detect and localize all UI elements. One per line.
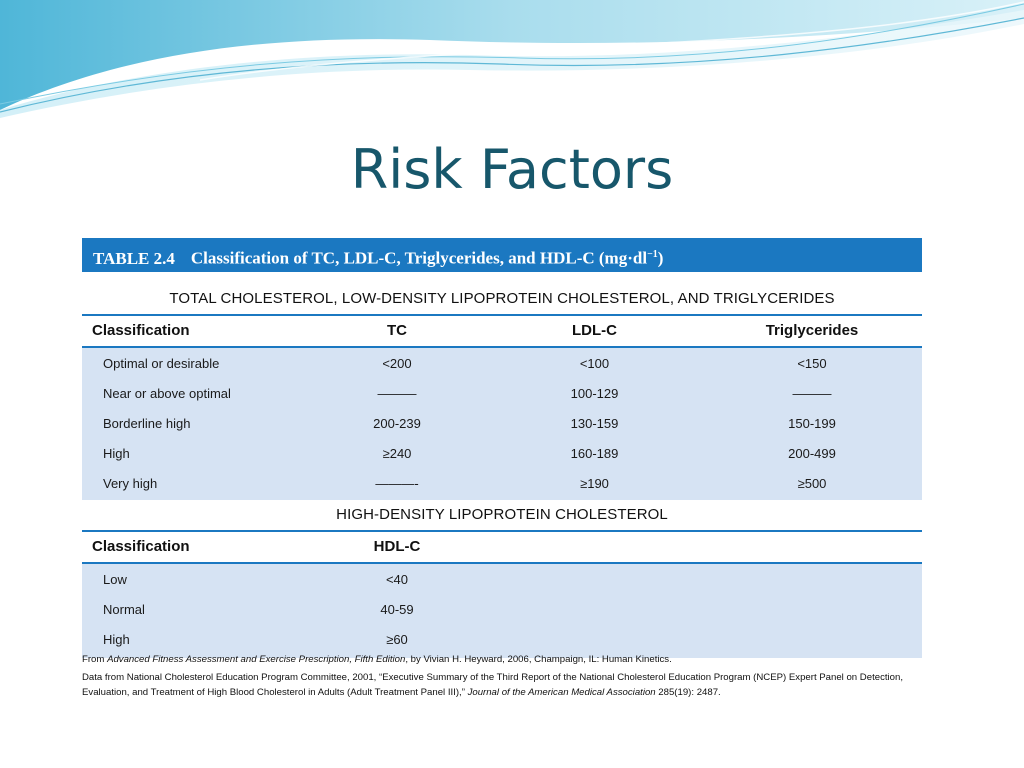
cell-ldl-c: 130-159 [570,416,619,431]
slide-title: Risk Factors [350,138,674,201]
table-number: TABLE 2.4 [93,248,175,268]
cell-tc: ——— [377,386,417,401]
table-row: Normal 40-59 [82,596,922,626]
section1-rows: Optimal or desirable <200 <100 <150 Near… [82,348,922,500]
table-caption-end: ) [657,248,664,268]
column-header-triglycerides: Triglycerides [765,322,859,339]
column-header-hdl-c: HDL-C [373,538,421,555]
table-source-footnote: From Advanced Fitness Assessment and Exe… [82,652,932,703]
cell-classification: Borderline high [103,416,191,431]
table-caption: TABLE 2.4 Classification of TC, LDL-C, Tr… [82,238,922,272]
column-header-classification: Classification [92,322,190,339]
footnote-text: Data from National Cholesterol Education… [82,672,904,698]
cell-hdl-c: 40-59 [380,602,414,617]
table-row: High ≥240 160-189 200-499 [82,440,922,470]
cell-triglycerides: 150-199 [788,416,836,431]
cell-classification: Near or above optimal [103,386,231,401]
cell-hdl-c: <40 [385,572,409,587]
table-row: Very high ———- ≥190 ≥500 [82,470,922,500]
table-row: Optimal or desirable <200 <100 <150 [82,350,922,380]
column-header-row-hdl: Classification HDL-C [82,532,922,564]
cell-triglycerides: ——— [792,386,832,401]
cell-tc: 200-239 [373,416,421,431]
footnote-source: From Advanced Fitness Assessment and Exe… [82,652,932,667]
cell-tc: ———- [375,476,419,491]
cell-classification: Very high [103,476,158,491]
footnote-book-title: Advanced Fitness Assessment and Exercise… [107,654,406,665]
table-caption-superscript: −1 [647,249,658,260]
footnote-data-source: Data from National Cholesterol Education… [82,670,932,700]
cell-tc: ≥240 [382,446,412,461]
column-header-classification: Classification [92,538,190,555]
cholesterol-classification-table: TABLE 2.4 Classification of TC, LDL-C, Tr… [82,238,922,658]
cell-classification: Low [103,572,127,587]
cell-classification: Normal [103,602,145,617]
table-row: Near or above optimal ——— 100-129 ——— [82,380,922,410]
section-heading-total-cholesterol: TOTAL CHOLESTEROL, LOW-DENSITY LIPOPROTE… [82,286,922,316]
column-header-ldl-c: LDL-C [572,322,617,339]
column-header-row: Classification TC LDL-C Triglycerides [82,316,922,348]
cell-tc: <200 [382,356,412,371]
section-heading-hdl-cholesterol: HIGH-DENSITY LIPOPROTEIN CHOLESTEROL [82,500,922,532]
cell-ldl-c: ≥190 [580,476,609,491]
footnote-text: From [82,654,108,665]
section2-rows: Low <40 Normal 40-59 High ≥60 [82,564,922,658]
cell-ldl-c: 160-189 [570,446,619,461]
footnote-journal-title: Journal of the American Medical Associat… [467,687,656,698]
cell-triglycerides: 200-499 [788,446,836,461]
header-wave-decoration [0,0,1024,118]
footnote-text: , by Vivian H. Heyward, 2006, Champaign,… [405,654,672,665]
cell-triglycerides: ≥500 [797,476,827,491]
cell-classification: High [103,446,130,461]
cell-triglycerides: <150 [797,356,827,371]
cell-classification: High [103,632,130,647]
column-header-tc: TC [387,322,407,339]
cell-classification: Optimal or desirable [103,356,220,371]
cell-ldl-c: <100 [579,356,610,371]
table-caption-text: Classification of TC, LDL-C, Triglycerid… [190,248,648,268]
cell-hdl-c: ≥60 [386,632,408,647]
table-row: Borderline high 200-239 130-159 150-199 [82,410,922,440]
table-row: High ≥60 [82,626,922,656]
cell-ldl-c: 100-129 [570,386,619,401]
footnote-text: 285(19): 2487. [655,687,721,698]
table-row: Low <40 [82,566,922,596]
